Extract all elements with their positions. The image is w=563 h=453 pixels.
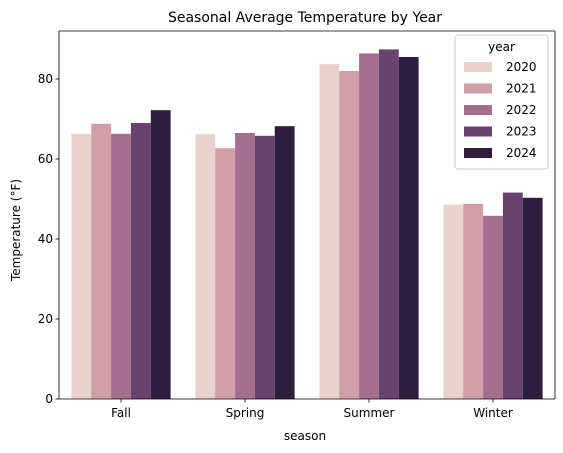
legend-swatch-2024 xyxy=(464,148,492,158)
x-tick-label: Winter xyxy=(473,406,513,420)
legend-title: year xyxy=(488,40,515,54)
bar-spring-2020 xyxy=(195,134,216,399)
y-tick-label: 20 xyxy=(38,312,53,326)
legend-label-2022: 2022 xyxy=(506,103,537,117)
y-axis-title: Temperature (°F) xyxy=(9,179,23,282)
bar-fall-2024 xyxy=(150,110,171,399)
x-tick-label: Fall xyxy=(111,406,131,420)
bar-fall-2021 xyxy=(91,123,112,400)
bar-spring-2022 xyxy=(235,133,255,399)
x-tick-label: Summer xyxy=(344,406,395,420)
legend-label-2024: 2024 xyxy=(506,146,537,160)
bar-summer-2023 xyxy=(378,49,399,400)
y-tick-label: 80 xyxy=(38,72,53,86)
bar-fall-2023 xyxy=(130,123,151,399)
bar-spring-2021 xyxy=(215,148,236,399)
x-tick-label: Spring xyxy=(226,406,265,420)
bar-summer-2024 xyxy=(398,57,419,399)
bar-winter-2022 xyxy=(483,215,503,399)
bar-summer-2022 xyxy=(359,53,379,400)
bar-winter-2020 xyxy=(443,204,464,399)
legend-swatch-2023 xyxy=(464,126,492,137)
legend: year 2020 2021 2022 2023 2024 xyxy=(454,34,549,170)
bar-fall-2020 xyxy=(71,133,92,400)
y-tick-label: 0 xyxy=(45,392,53,406)
bar-winter-2023 xyxy=(502,192,523,399)
bar-summer-2021 xyxy=(339,71,360,399)
bar-fall-2022 xyxy=(111,133,131,400)
legend-label-2021: 2021 xyxy=(506,82,537,96)
y-tick-label: 60 xyxy=(38,152,53,166)
bar-winter-2024 xyxy=(522,197,543,399)
bar-winter-2021 xyxy=(463,203,484,399)
bars-group xyxy=(71,49,543,400)
legend-swatch-2020 xyxy=(464,62,492,72)
legend-swatch-2022 xyxy=(464,105,492,115)
bar-spring-2023 xyxy=(254,135,275,400)
legend-swatch-2021 xyxy=(464,83,492,94)
legend-label-2023: 2023 xyxy=(506,125,537,139)
bar-summer-2020 xyxy=(319,64,340,399)
legend-label-2020: 2020 xyxy=(506,60,537,74)
bar-spring-2024 xyxy=(274,126,295,399)
x-axis-title: season xyxy=(284,429,326,443)
axes-group: 0 20 40 60 80 Fall Spring Summer Winter xyxy=(38,30,556,420)
chart-title: Seasonal Average Temperature by Year xyxy=(168,10,442,26)
y-tick-label: 40 xyxy=(38,232,53,246)
